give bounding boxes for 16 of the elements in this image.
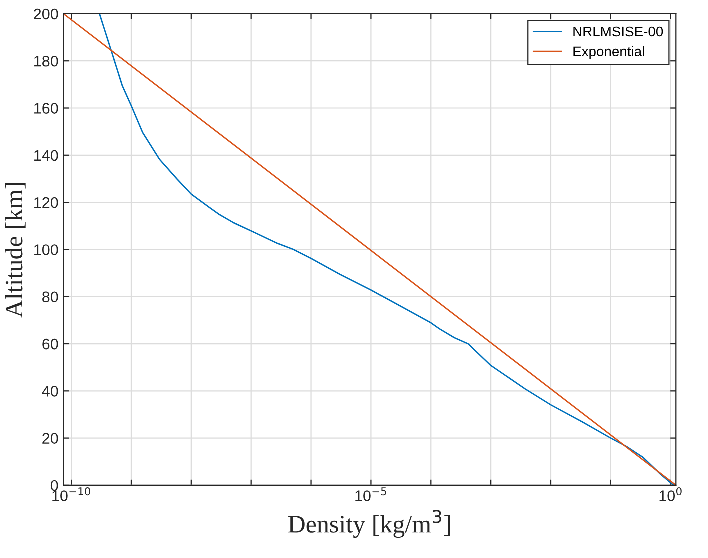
y-tick-label: 40 (42, 386, 58, 397)
y-tick-label: 20 (42, 433, 58, 444)
x-tick-label: 10$^{0}$ (660, 487, 682, 502)
y-tick-label: 200 (34, 8, 58, 20)
x-tick-label: 10$^{−5}$ (356, 488, 386, 502)
y-axis-title: Altitude [km] (5, 183, 26, 318)
legend-label: Exponential (574, 46, 644, 60)
y-tick-label: 60 (42, 338, 58, 350)
legend-label: NRLMSISE-00 (574, 26, 664, 37)
y-tick-label: 120 (34, 197, 58, 208)
x-axis-title: Density [kg/m$^{3}$] (288, 510, 450, 538)
y-tick-label: 180 (34, 56, 58, 67)
y-tick-label: 140 (34, 150, 58, 162)
y-tick-label: 160 (34, 103, 58, 114)
y-tick-label: 80 (42, 292, 58, 303)
y-tick-label: 100 (34, 244, 58, 256)
